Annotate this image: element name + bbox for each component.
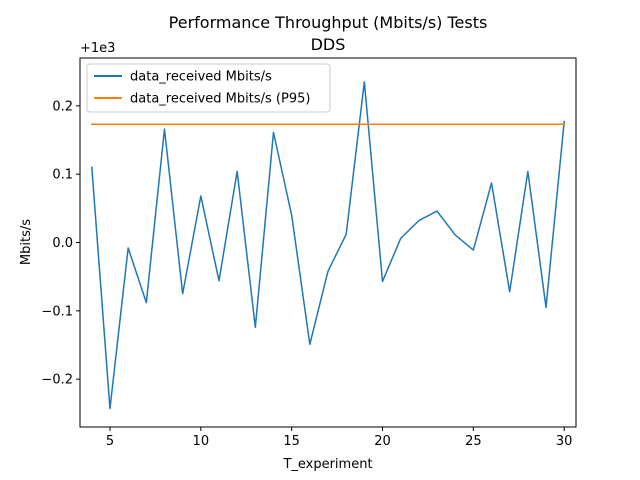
y-offset-label: +1e3	[80, 41, 115, 56]
ticks-layer: 5 10 15 20 25 30 −0.2 −0.1 0.0 0.1 0.2	[41, 99, 572, 449]
y-tick-label: −0.1	[41, 304, 73, 319]
legend-label-p95: data_received Mbits/s (P95)	[130, 92, 310, 107]
series-layer	[91, 81, 566, 410]
legend-label-data-received: data_received Mbits/s	[130, 70, 272, 85]
y-tick-label: 0.1	[52, 168, 73, 183]
x-tick-label: 5	[106, 434, 114, 449]
x-tick-label: 10	[193, 434, 210, 449]
y-tick-label: −0.2	[41, 373, 73, 388]
y-axis-label: Mbits/s	[19, 219, 34, 265]
legend-box	[86, 63, 331, 113]
x-tick-label: 25	[465, 434, 482, 449]
y-tick-label: 0.2	[52, 99, 73, 114]
plot-frame	[79, 57, 577, 428]
legend: data_received Mbits/s data_received Mbit…	[86, 63, 331, 113]
x-tick-label: 15	[283, 434, 300, 449]
x-tick-label: 30	[556, 434, 573, 449]
chart-title: Performance Throughput (Mbits/s) Tests	[169, 13, 488, 32]
chart-subtitle: DDS	[311, 35, 346, 54]
x-tick-label: 20	[374, 434, 391, 449]
plot-area	[80, 58, 576, 427]
series-line-0	[91, 81, 566, 410]
x-axis-label: T_experiment	[282, 457, 372, 472]
y-tick-label: 0.0	[52, 236, 73, 251]
